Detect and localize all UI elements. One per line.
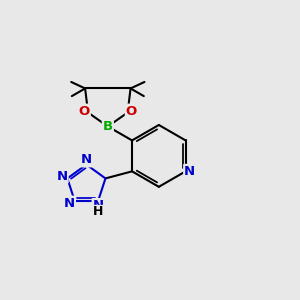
Text: N: N xyxy=(56,169,68,183)
Text: O: O xyxy=(79,105,90,118)
Text: H: H xyxy=(93,206,104,218)
Text: N: N xyxy=(64,197,75,210)
Text: N: N xyxy=(93,199,104,212)
Text: N: N xyxy=(81,153,92,167)
Text: B: B xyxy=(103,120,113,133)
Text: N: N xyxy=(184,165,195,178)
Text: O: O xyxy=(126,105,137,118)
